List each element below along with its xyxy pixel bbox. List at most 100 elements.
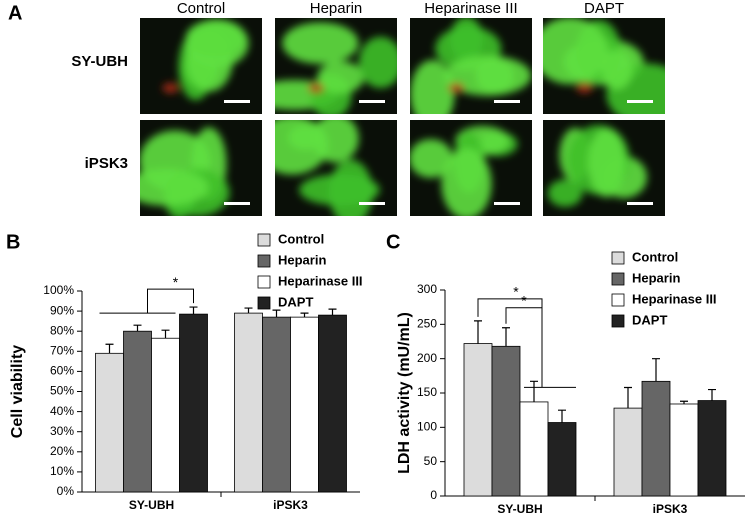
bar <box>123 330 152 493</box>
micrograph-panel: Control Heparin Heparinase III DAPT SY-UBH iP… <box>71 0 665 216</box>
legend-swatch <box>257 254 271 268</box>
scale-bar <box>494 100 520 103</box>
error-bar <box>133 324 142 332</box>
x-tick-label: iPSK3 <box>653 502 688 516</box>
micrograph <box>410 18 532 114</box>
error-bar <box>105 343 114 354</box>
x-tick-label: iPSK3 <box>273 498 308 512</box>
bar <box>318 314 347 493</box>
micrograph <box>410 120 532 216</box>
error-bar <box>680 400 688 404</box>
red-stain <box>448 83 465 93</box>
column-label: Control <box>177 0 225 17</box>
cell-cluster <box>441 148 492 216</box>
cell-cluster <box>358 36 397 89</box>
micrograph <box>543 120 665 216</box>
y-tick-label: 50% <box>50 384 74 398</box>
y-tick-label: 70% <box>50 343 74 357</box>
legend-label: Control <box>278 231 324 246</box>
row-label: SY-UBH <box>71 53 128 70</box>
cells <box>547 125 647 207</box>
micrograph <box>140 120 262 216</box>
scale-bar <box>627 100 653 103</box>
cell-cluster <box>317 61 365 94</box>
bar <box>697 400 727 497</box>
error-bar <box>708 388 716 401</box>
y-tick-label: 100 <box>417 420 437 434</box>
cell-cluster <box>547 179 583 207</box>
cell-cluster <box>587 128 626 198</box>
scale-bar <box>224 100 250 103</box>
legend-label: Heparin <box>278 252 326 267</box>
cell-cluster <box>282 22 359 64</box>
legend-label: Heparin <box>632 270 680 285</box>
bar <box>463 343 493 497</box>
micrograph <box>543 18 665 114</box>
legend-swatch <box>611 293 625 307</box>
legend-swatch <box>611 314 625 328</box>
legend-swatch <box>257 233 271 247</box>
scale-bar <box>224 202 250 205</box>
scale-bar <box>359 202 385 205</box>
red-stain <box>576 83 593 93</box>
legend-label: Heparinase III <box>278 273 363 288</box>
cell-cluster <box>543 18 609 85</box>
y-tick-label: 80% <box>50 323 74 337</box>
panel-label: B <box>6 231 20 253</box>
bar <box>95 352 124 493</box>
cells <box>275 120 380 216</box>
error-bar <box>502 327 510 347</box>
error-bar <box>244 307 253 314</box>
y-tick-label: 200 <box>417 351 437 365</box>
y-tick-label: 150 <box>417 385 437 399</box>
micrograph <box>275 120 397 216</box>
y-tick-label: 90% <box>50 303 74 317</box>
scale-bar <box>359 100 385 103</box>
cell-cluster <box>299 174 380 206</box>
significance-mark: * <box>173 274 179 290</box>
bar <box>491 345 521 497</box>
bar <box>547 422 577 497</box>
bar <box>179 313 208 493</box>
cells <box>410 125 518 216</box>
cell-cluster <box>312 120 359 163</box>
panel-label: A <box>8 2 22 24</box>
column-label: Heparinase III <box>424 0 517 17</box>
cell-cluster <box>185 19 249 68</box>
cells <box>543 18 665 114</box>
bar <box>151 337 180 493</box>
x-tick-label: SY-UBH <box>497 502 542 516</box>
legend-label: DAPT <box>278 294 313 309</box>
y-tick-label: 0 <box>430 488 437 502</box>
y-tick-label: 0% <box>57 484 75 498</box>
significance-mark: * <box>521 292 527 308</box>
bar <box>669 403 699 497</box>
legend-swatch <box>257 275 271 289</box>
bar <box>641 380 671 497</box>
legend-label: Control <box>632 249 678 264</box>
bar <box>290 316 319 493</box>
micrograph <box>275 18 397 114</box>
panel-label: C <box>386 231 400 253</box>
error-bar <box>300 312 309 318</box>
legend-swatch <box>611 272 625 286</box>
error-bar <box>652 358 660 382</box>
legend-swatch <box>611 251 625 265</box>
y-tick-label: 300 <box>417 282 437 296</box>
y-tick-label: 40% <box>50 404 74 418</box>
cells <box>275 22 397 114</box>
error-bar <box>189 306 198 315</box>
column-label: DAPT <box>584 0 624 17</box>
y-tick-label: 30% <box>50 424 74 438</box>
y-tick-label: 10% <box>50 464 74 478</box>
y-tick-label: 250 <box>417 317 437 331</box>
cell-cluster <box>410 60 455 114</box>
error-bar <box>328 308 337 316</box>
cells <box>162 19 249 101</box>
significance-bracket <box>477 298 576 388</box>
significance-mark: * <box>513 284 519 300</box>
y-axis-label: Cell viability <box>9 345 26 438</box>
bar <box>262 316 291 493</box>
error-bar <box>161 329 170 339</box>
bar <box>613 407 643 497</box>
